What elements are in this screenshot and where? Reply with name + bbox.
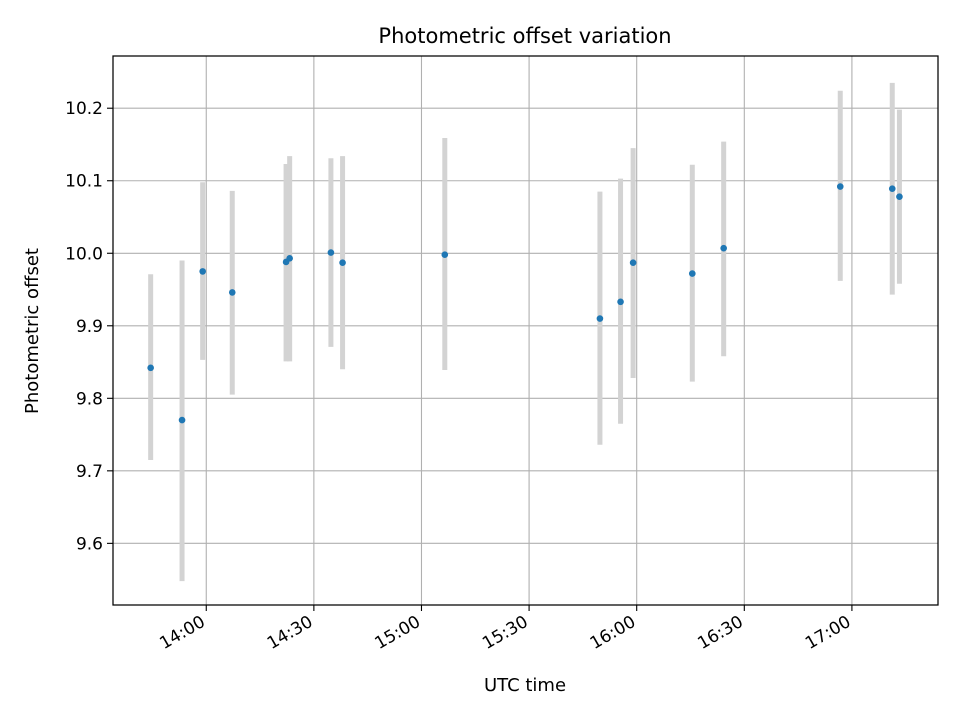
y-tick-label: 9.9 (76, 317, 103, 337)
chart-title: Photometric offset variation (378, 24, 671, 48)
plot-area (113, 56, 938, 605)
x-axis-label: UTC time (484, 675, 566, 696)
data-point (147, 364, 154, 372)
y-axis-label: Photometric offset (22, 248, 43, 414)
data-points (147, 183, 903, 424)
y-tick-label: 10.0 (65, 244, 103, 264)
data-point (629, 259, 637, 266)
data-point (688, 270, 696, 277)
data-point (888, 185, 896, 193)
data-point (327, 249, 335, 256)
data-point (617, 298, 624, 306)
data-point (178, 416, 186, 424)
y-tick-label: 10.2 (65, 99, 103, 119)
y-tick-label: 9.7 (76, 462, 103, 482)
grid (113, 56, 938, 605)
plot-frame (112, 55, 939, 606)
y-tick-label: 10.1 (65, 172, 103, 192)
data-point (836, 183, 844, 190)
data-point (596, 315, 604, 322)
data-point (228, 289, 236, 296)
data-point (286, 255, 293, 262)
y-tick-label: 9.8 (76, 389, 103, 409)
data-point (441, 251, 449, 259)
data-point (896, 193, 903, 200)
data-point (199, 268, 206, 275)
data-point (339, 259, 346, 266)
y-axis-ticks: 9.6 9.7 9.8 9.9 10.0 10.1 10.2 (65, 99, 113, 554)
y-tick-label: 9.6 (76, 534, 103, 554)
data-point (720, 244, 727, 252)
